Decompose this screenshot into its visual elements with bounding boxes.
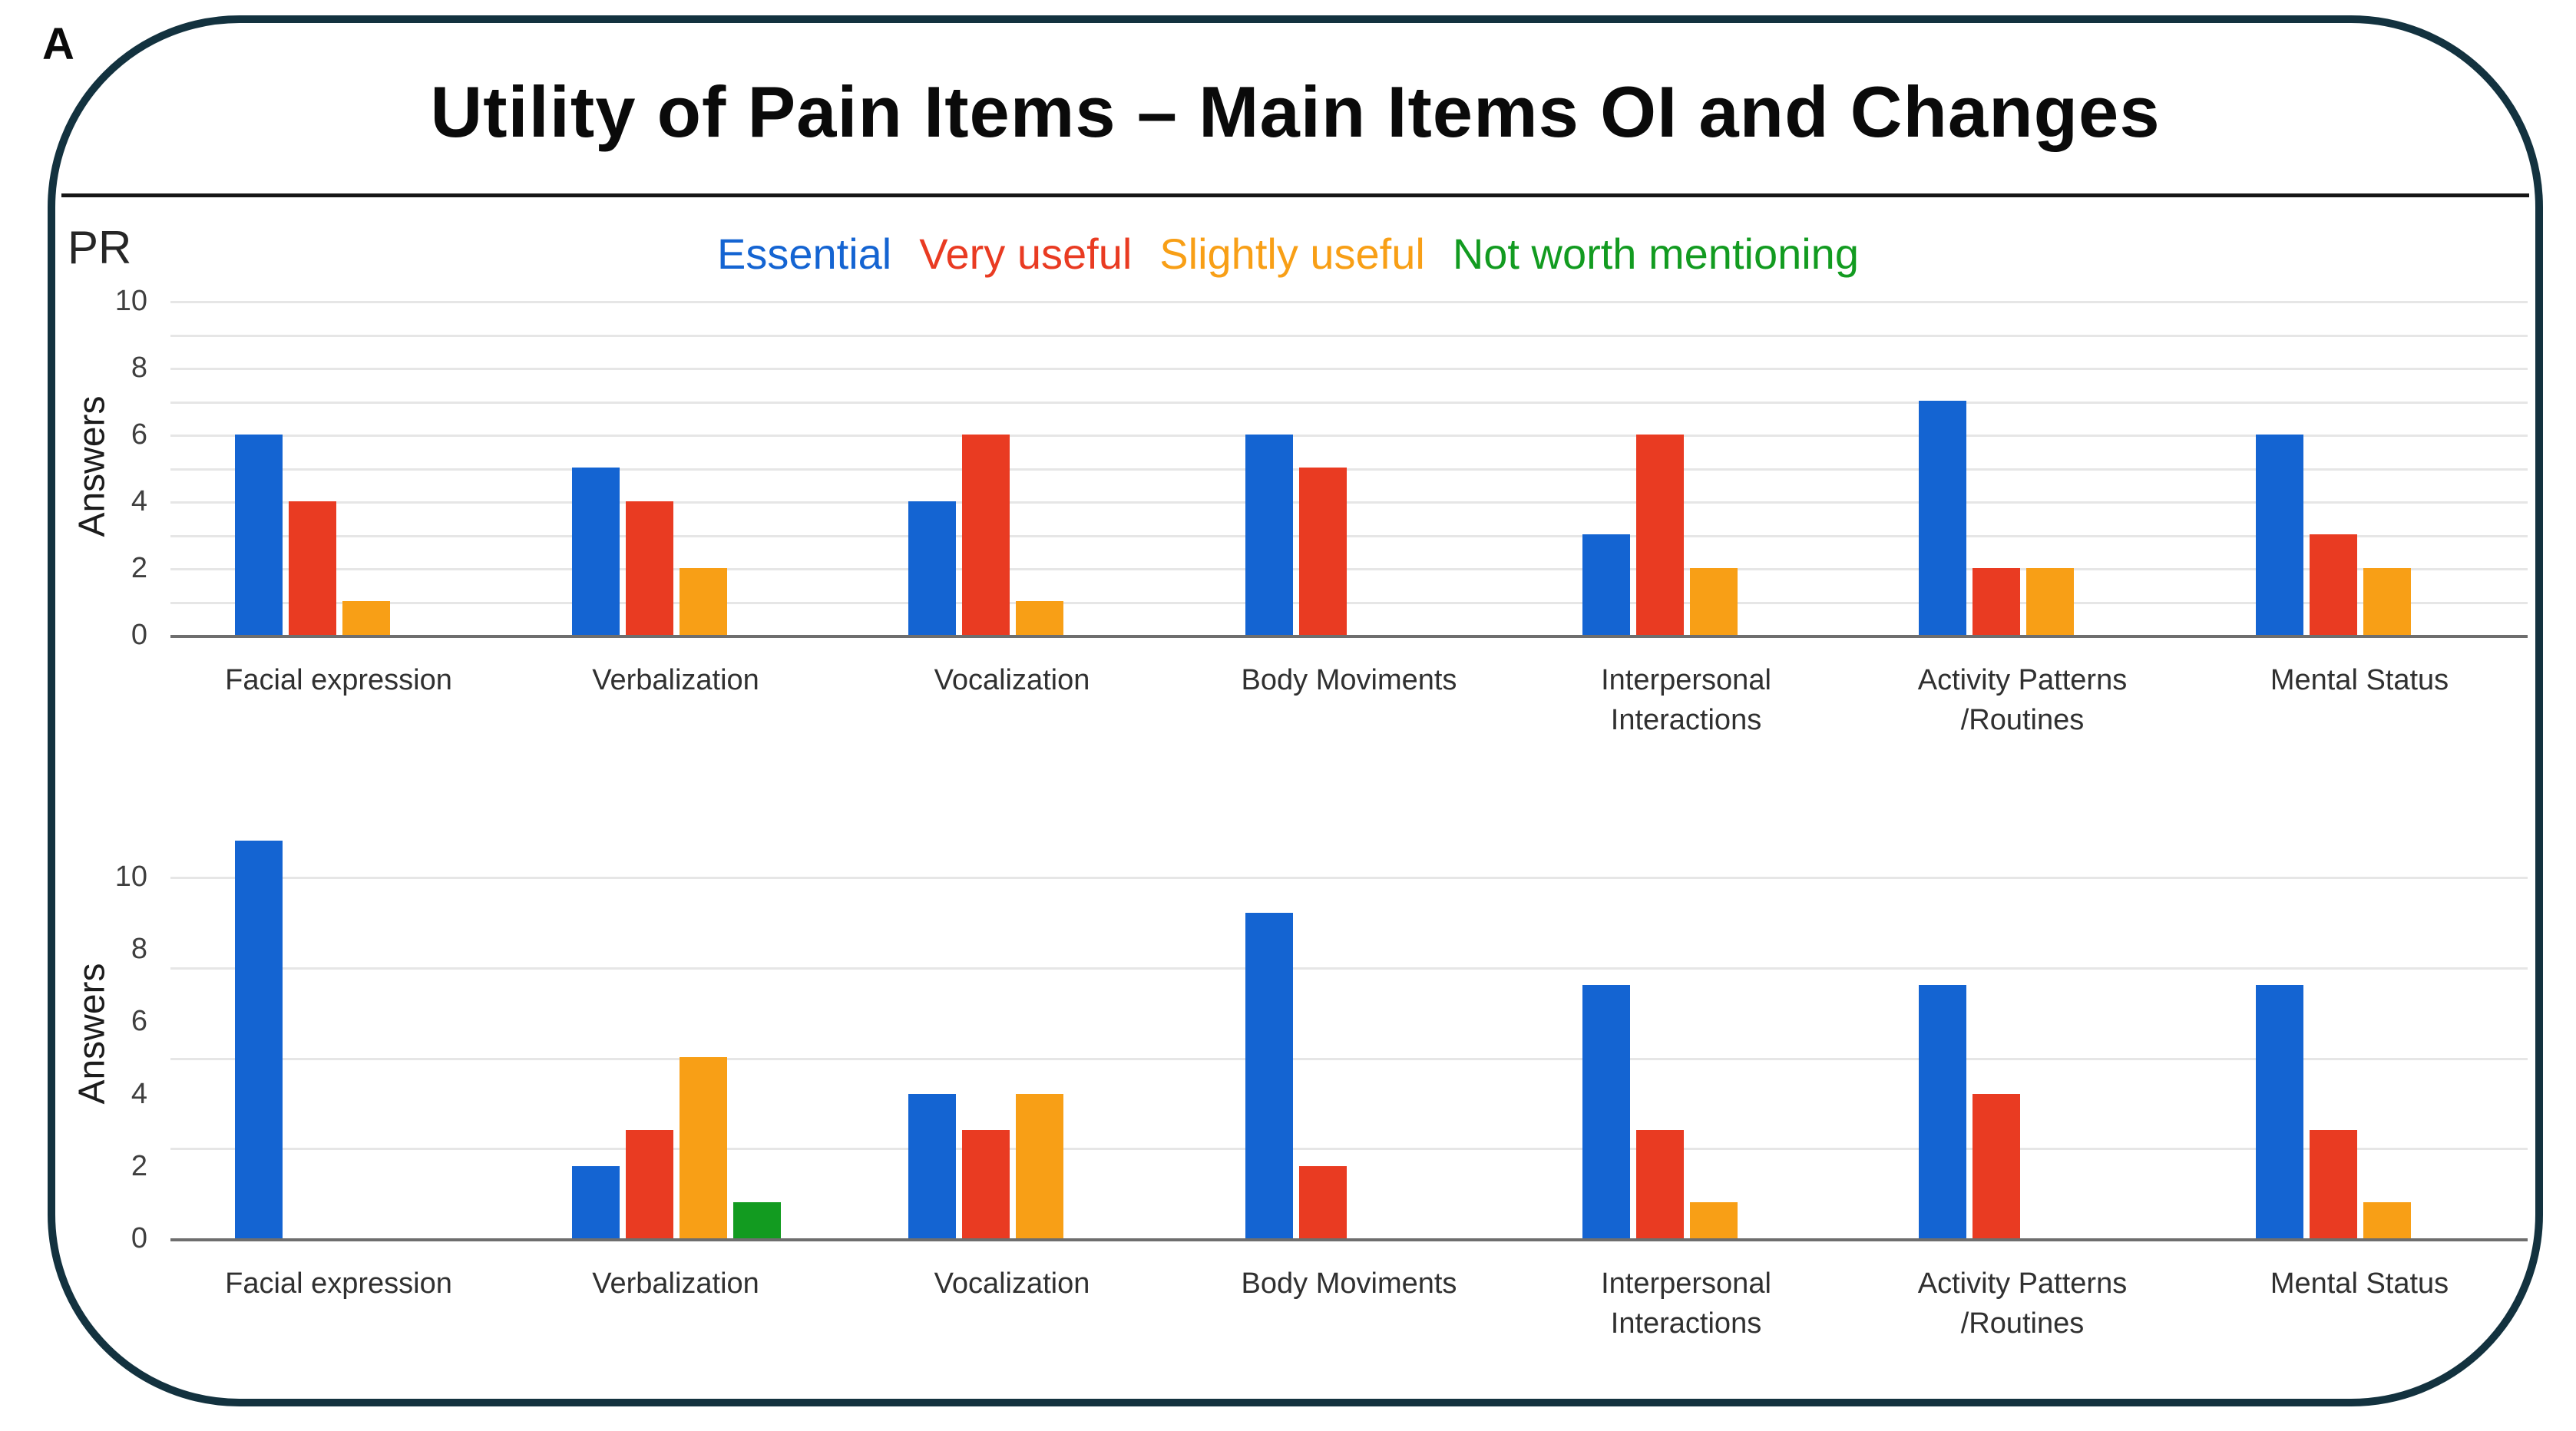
- figure-title: Utility of Pain Items – Main Items OI an…: [430, 71, 2161, 152]
- bar-very-useful: [1973, 1094, 2020, 1238]
- gridline: [170, 535, 2528, 537]
- bar-slightly-useful: [2363, 1202, 2411, 1238]
- y-axis-title: Answers: [71, 963, 113, 1105]
- bar-essential: [2256, 435, 2303, 635]
- category-label: Activity Patterns /Routines: [1917, 1267, 2128, 1340]
- legend: Essential Very useful Slightly useful Not w…: [0, 229, 2576, 279]
- bar-very-useful: [1299, 468, 1347, 635]
- bar-essential: [572, 468, 620, 635]
- category-label: Verbalization: [592, 664, 759, 696]
- y-axis-tick-label: 0: [131, 1222, 147, 1254]
- gridline: [170, 568, 2528, 570]
- bar-slightly-useful: [1016, 1094, 1063, 1238]
- bar-slightly-useful: [2363, 568, 2411, 635]
- bar-essential: [1245, 913, 1293, 1238]
- y-axis-tick-label: 8: [131, 352, 147, 384]
- bar-essential: [235, 841, 283, 1238]
- bar-very-useful: [962, 435, 1010, 635]
- x-axis-line: [170, 635, 2528, 638]
- bar-essential: [1245, 435, 1293, 635]
- figure-panel: [48, 15, 2543, 1406]
- y-axis-tick-label: 6: [131, 418, 147, 451]
- y-axis-tick-label: 10: [114, 285, 147, 317]
- pr-corner-label: PR: [68, 222, 132, 273]
- title-separator-line: [61, 193, 2529, 197]
- category-label: Body Moviments: [1241, 664, 1457, 696]
- bar-essential: [908, 1094, 956, 1238]
- y-axis-tick-label: 2: [131, 552, 147, 584]
- category-label: Mental Status: [2270, 1267, 2449, 1300]
- bar-very-useful: [1973, 568, 2020, 635]
- gridline: [170, 335, 2528, 337]
- bar-very-useful: [289, 501, 336, 635]
- y-axis-tick-label: 4: [131, 1078, 147, 1110]
- bar-very-useful: [626, 1130, 673, 1238]
- category-label: Body Moviments: [1241, 1267, 1457, 1300]
- category-label: Facial expression: [225, 1267, 452, 1300]
- bar-slightly-useful: [342, 601, 390, 635]
- bar-essential: [235, 435, 283, 635]
- gridline: [170, 435, 2528, 437]
- bar-very-useful: [1636, 1130, 1684, 1238]
- bar-slightly-useful: [1690, 568, 1738, 635]
- gridline: [170, 301, 2528, 303]
- bar-very-useful: [2310, 1130, 2357, 1238]
- gridline: [170, 967, 2528, 970]
- gridline: [170, 501, 2528, 504]
- category-label: Interpersonal Interactions: [1601, 664, 1771, 736]
- category-label: Vocalization: [934, 1267, 1090, 1300]
- gridline: [170, 402, 2528, 404]
- y-axis-tick-label: 8: [131, 933, 147, 965]
- legend-item: Very useful: [919, 230, 1133, 278]
- legend-item: Essential: [717, 230, 892, 278]
- gridline: [170, 877, 2528, 879]
- gridline: [170, 468, 2528, 471]
- bar-very-useful: [1636, 435, 1684, 635]
- bar-essential: [2256, 985, 2303, 1238]
- y-axis-tick-label: 10: [114, 861, 147, 893]
- bar-essential: [1919, 401, 1966, 635]
- gridline: [170, 1058, 2528, 1060]
- legend-item: Slightly useful: [1159, 230, 1425, 278]
- y-axis-tick-label: 0: [131, 619, 147, 651]
- bar-slightly-useful: [1016, 601, 1063, 635]
- panel-letter-label: A: [42, 19, 74, 69]
- gridline: [170, 602, 2528, 604]
- bar-slightly-useful: [680, 1057, 727, 1238]
- bar-slightly-useful: [1690, 1202, 1738, 1238]
- bar-slightly-useful: [2026, 568, 2074, 635]
- bar-essential: [908, 501, 956, 635]
- y-axis-tick-label: 4: [131, 485, 147, 517]
- bar-not-worth-mentioning: [733, 1202, 781, 1238]
- category-label: Verbalization: [592, 1267, 759, 1300]
- y-axis-tick-label: 6: [131, 1005, 147, 1037]
- bar-essential: [1582, 985, 1630, 1238]
- y-axis-tick-label: 2: [131, 1150, 147, 1182]
- category-label: Activity Patterns /Routines: [1917, 664, 2128, 736]
- bar-slightly-useful: [680, 568, 727, 635]
- bar-essential: [1582, 534, 1630, 635]
- gridline: [170, 368, 2528, 370]
- legend-item: Not worth mentioning: [1452, 230, 1859, 278]
- bar-very-useful: [2310, 534, 2357, 635]
- category-label: Vocalization: [934, 664, 1090, 696]
- bar-essential: [572, 1166, 620, 1238]
- category-label: Mental Status: [2270, 664, 2449, 696]
- x-axis-line: [170, 1238, 2528, 1241]
- y-axis-title: Answers: [71, 395, 113, 537]
- bar-essential: [1919, 985, 1966, 1238]
- bar-very-useful: [626, 501, 673, 635]
- category-label: Facial expression: [225, 664, 452, 696]
- gridline: [170, 1148, 2528, 1150]
- bar-very-useful: [962, 1130, 1010, 1238]
- bar-very-useful: [1299, 1166, 1347, 1238]
- category-label: Interpersonal Interactions: [1601, 1267, 1771, 1340]
